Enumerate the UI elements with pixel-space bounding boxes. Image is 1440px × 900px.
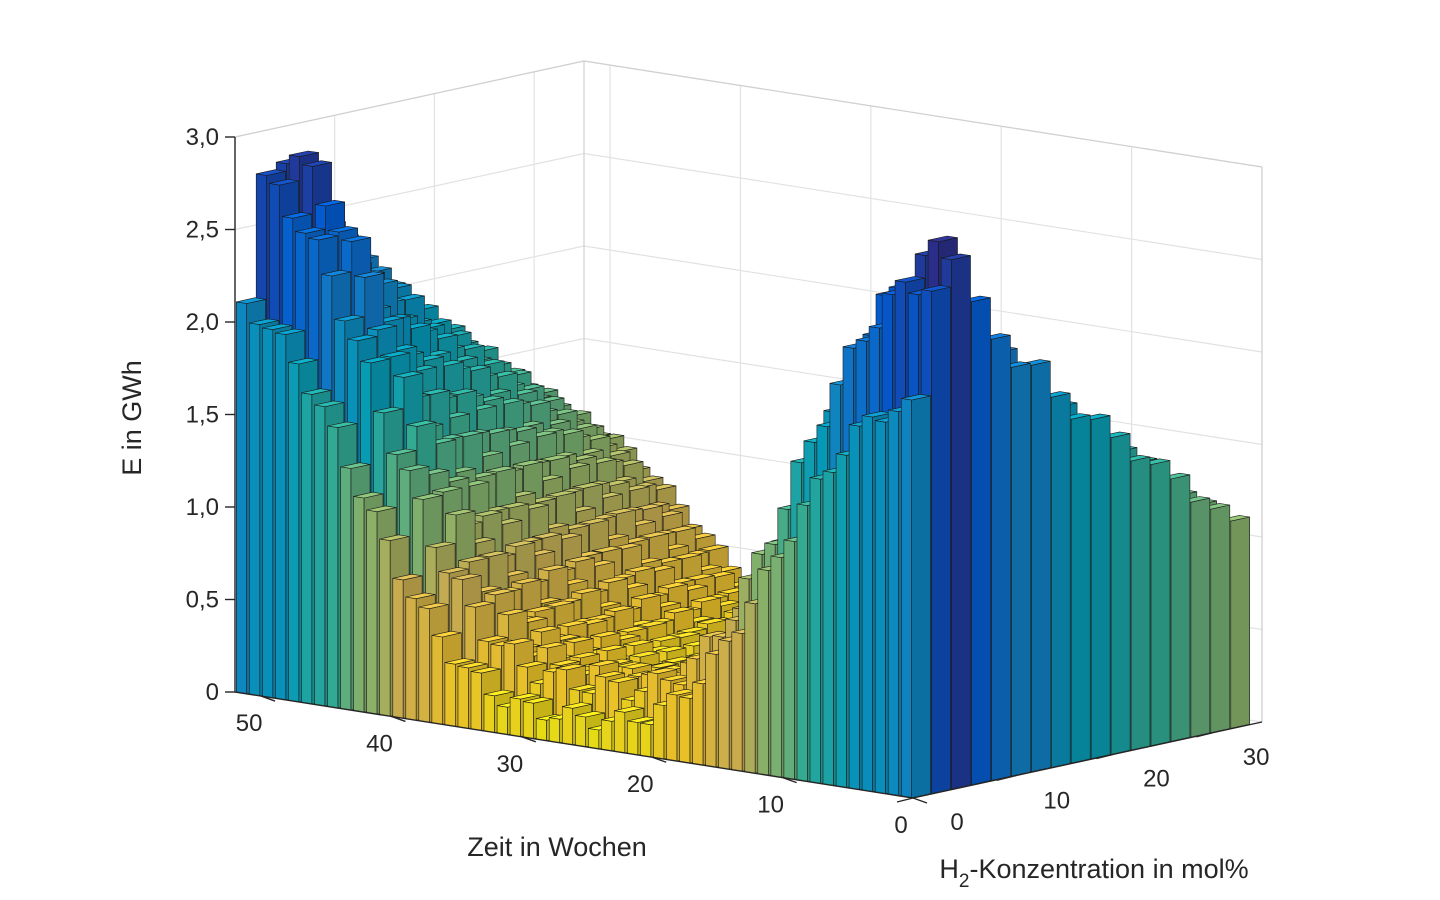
x-tick-label: 30 — [496, 751, 523, 778]
y-tick-label: 0 — [950, 809, 963, 836]
bar-w1-c0 — [900, 393, 931, 799]
x-tick-label: 50 — [236, 710, 263, 737]
z-tick-label: 2,0 — [186, 309, 219, 336]
grid-layer — [234, 60, 1263, 723]
y-axis-title-rest: -Konzentration in mol% — [969, 854, 1248, 884]
y-tick-label: 20 — [1143, 766, 1170, 793]
z-tick-label: 3,0 — [186, 124, 219, 151]
y-tick-label: 10 — [1043, 787, 1070, 814]
axis-layer: 0 0,5 1,0 1,5 2,0 2,5 3,0 0 10 20 30 40 50 0 10 20 30 — [186, 124, 1270, 839]
z-axis-title: E in GWh — [117, 360, 147, 476]
z-tick-label: 0,5 — [186, 587, 219, 614]
z-tick-label: 1,5 — [186, 402, 219, 429]
z-tick-label: 1,0 — [186, 494, 219, 521]
x-tick-label: 10 — [757, 792, 784, 819]
x-axis-title: Zeit in Wochen — [467, 832, 647, 862]
x-tick-label: 40 — [366, 730, 393, 757]
z-tick-label: 0 — [206, 679, 219, 706]
bars-layer — [236, 150, 1250, 799]
y-axis-title-subscript: 2 — [959, 871, 970, 892]
z-tick-label: 2,5 — [186, 217, 219, 244]
y-tick-label: 30 — [1243, 744, 1270, 771]
y-axis-title: H2-Konzentration in mol% — [939, 854, 1248, 892]
x-tick-label: 20 — [627, 771, 654, 798]
x-tick-label: 0 — [894, 812, 907, 839]
y-axis-title-main: H — [939, 854, 959, 884]
